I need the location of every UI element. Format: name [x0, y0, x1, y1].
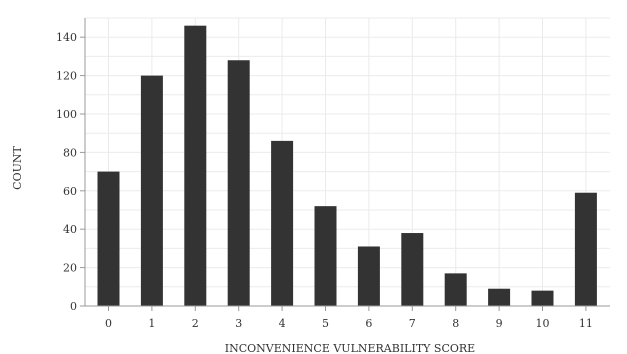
y-tick-label: 100: [56, 108, 77, 121]
x-tick-label: 9: [496, 317, 503, 330]
bar-6: [357, 246, 380, 306]
x-tick-label: 0: [105, 317, 112, 330]
x-axis-title: INCONVENIENCE VULNERABILITY SCORE: [225, 342, 475, 354]
x-tick-label: 1: [148, 317, 155, 330]
y-tick-label: 60: [63, 185, 77, 198]
bar-3: [227, 60, 250, 306]
y-axis-title: COUNT: [11, 146, 24, 190]
x-tick-label: 8: [452, 317, 459, 330]
y-tick-label: 140: [56, 31, 77, 44]
x-tick-label: 11: [579, 317, 593, 330]
bar-7: [401, 233, 424, 306]
y-tick-label: 120: [56, 70, 77, 83]
x-tick-label: 6: [365, 317, 372, 330]
bar-11: [574, 192, 597, 306]
bars: [97, 25, 597, 307]
bar-2: [184, 25, 207, 307]
bar-10: [531, 290, 554, 306]
bar-9: [488, 288, 511, 306]
x-tick-label: 7: [409, 317, 416, 330]
tick-labels: 0 20 40 60 80 100 120 140 0 1 2 3 4 5 6 7 8 9 10 11: [56, 31, 593, 330]
bar-5: [314, 206, 337, 306]
y-tick-label: 20: [63, 262, 77, 275]
grid-lines: [85, 17, 610, 307]
x-tick-label: 3: [235, 317, 242, 330]
bar-8: [444, 273, 467, 306]
x-tick-label: 2: [192, 317, 199, 330]
x-tick-label: 5: [322, 317, 329, 330]
bar-1: [140, 75, 163, 306]
axes: [80, 18, 610, 311]
bar-4: [271, 140, 294, 306]
x-tick-label: 4: [279, 317, 286, 330]
y-tick-label: 0: [70, 300, 77, 313]
y-tick-label: 80: [63, 146, 77, 159]
y-tick-label: 40: [63, 223, 77, 236]
x-tick-label: 10: [536, 317, 550, 330]
bar-0: [97, 171, 120, 306]
